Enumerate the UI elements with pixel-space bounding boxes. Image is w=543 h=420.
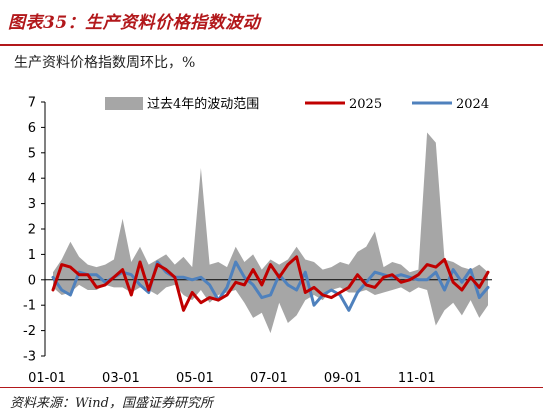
legend: 过去4年的波动范围 2025 2024 (105, 96, 489, 112)
y-tick-label: 4 (28, 172, 36, 187)
y-tick-label: 7 (28, 96, 36, 111)
figure-title: 图表35：生产资料价格指数波动 (8, 13, 261, 33)
x-tick-label: 03-01 (102, 371, 140, 386)
y-tick-label: -2 (23, 324, 36, 339)
series-layer (51, 255, 490, 312)
y-tick-label: 6 (28, 121, 36, 136)
series-line-2024 (51, 260, 490, 312)
y-tick-label: 5 (28, 146, 36, 161)
legend-label-2025: 2025 (349, 97, 382, 112)
x-tick-label: 07-01 (250, 371, 288, 386)
x-tick-label: 01-01 (28, 371, 66, 386)
chart-subtitle: 生产资料价格指数周环比，% (14, 55, 196, 71)
y-tick-label: -1 (23, 299, 36, 314)
y-tick-label: 3 (28, 197, 36, 212)
band-layer (53, 132, 488, 334)
x-tick-label: 05-01 (176, 371, 214, 386)
title-rule (0, 44, 543, 46)
source-rule (0, 387, 543, 388)
legend-label-band: 过去4年的波动范围 (147, 96, 259, 112)
source-note: 资料来源：Wind，国盛证券研究所 (10, 396, 213, 411)
series-line-2025 (51, 255, 490, 312)
band-area (53, 132, 488, 334)
y-tick-label: -3 (23, 350, 36, 365)
x-tick-label: 11-01 (398, 371, 436, 386)
legend-swatch-band (105, 97, 143, 110)
y-tick-label: 2 (28, 223, 36, 238)
legend-label-2024: 2024 (456, 97, 489, 112)
y-tick-label: 1 (28, 248, 36, 263)
x-tick-label: 09-01 (324, 371, 362, 386)
y-tick-label: 0 (28, 273, 36, 288)
